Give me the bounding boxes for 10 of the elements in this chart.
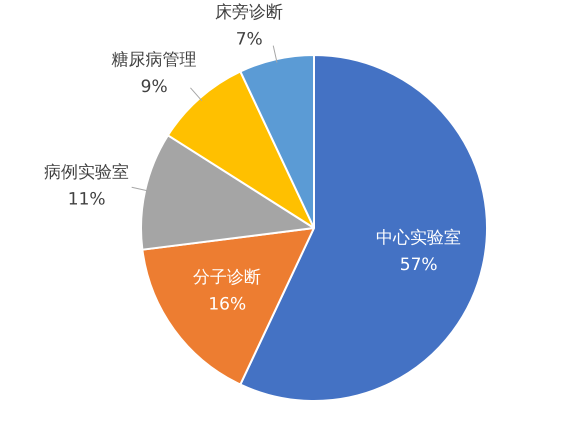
slice-label: 中心实验室 [376, 228, 462, 248]
slice-label: 分子诊断 [193, 267, 262, 288]
slice-label: 病例实验室 [44, 162, 130, 182]
slice-label: 床旁诊断 [215, 2, 284, 22]
data-label: 11% [68, 189, 106, 210]
data-label: 9% [140, 77, 168, 98]
data-label: 16% [208, 294, 246, 314]
data-label: 57% [400, 254, 438, 275]
data-label: 7% [236, 29, 263, 50]
slice-label: 糖尿病管理 [112, 50, 197, 70]
